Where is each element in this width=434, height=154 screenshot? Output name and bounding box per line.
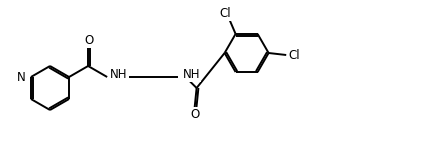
Text: NH: NH xyxy=(183,67,200,81)
Text: Cl: Cl xyxy=(289,49,300,61)
Text: O: O xyxy=(190,108,199,121)
Text: N: N xyxy=(17,71,26,83)
Text: O: O xyxy=(85,34,94,47)
Text: NH: NH xyxy=(110,67,128,81)
Text: Cl: Cl xyxy=(219,7,231,20)
